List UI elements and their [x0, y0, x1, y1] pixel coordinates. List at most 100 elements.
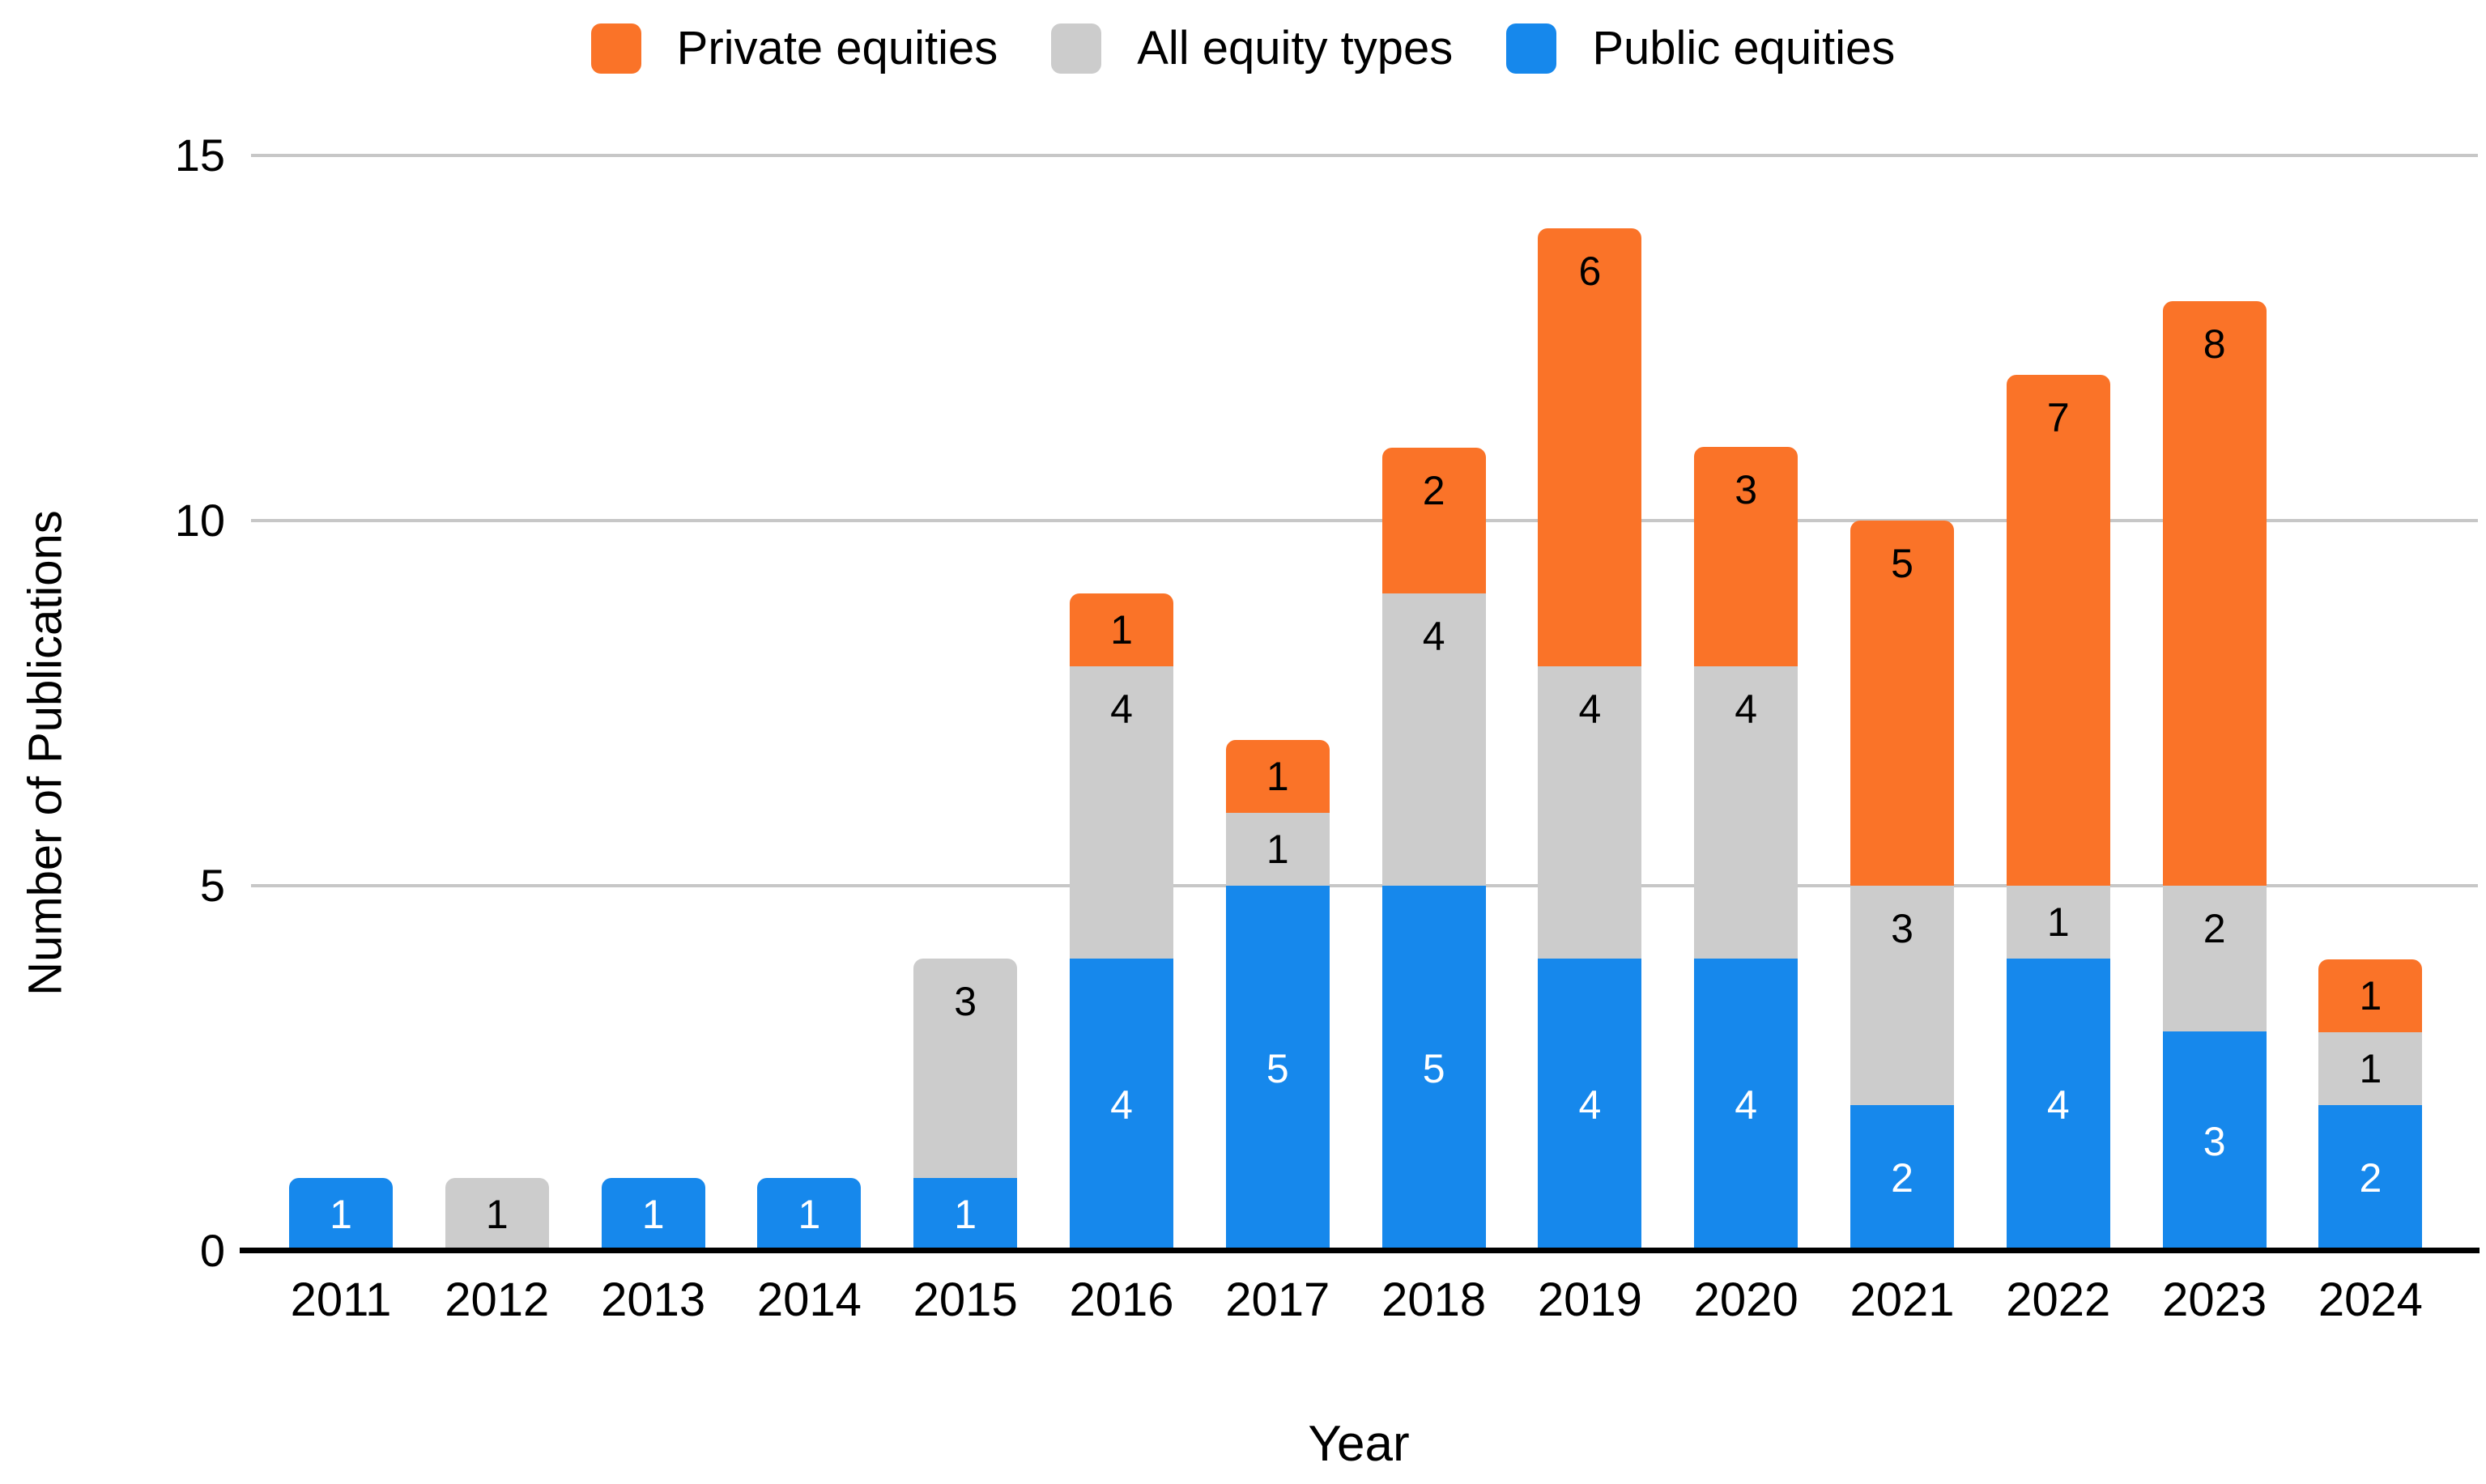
bar-segment-private-equities-2024: 1 — [2318, 959, 2423, 1032]
bar-2018: 2 4 5 — [1381, 448, 1486, 1251]
segment-value-label: 4 — [1735, 1082, 1758, 1128]
bar-segment-private-equities-2023: 8 — [2162, 301, 2267, 886]
gridline-15 — [251, 154, 2478, 157]
x-tick-label-2014: 2014 — [756, 1274, 862, 1326]
bar-2024: 1 1 2 — [2318, 959, 2423, 1251]
legend-label: Private equities — [676, 22, 998, 74]
segment-value-label: 3 — [2203, 1118, 2226, 1164]
bar-segment-all-equity-types-2019: 4 — [1538, 666, 1642, 959]
legend-item-public-equities: Public equities — [1506, 23, 1895, 74]
bar-segment-public-equities-2023: 3 — [2162, 1031, 2267, 1251]
chart-legend: Private equities All equity types Public e… — [0, 15, 2486, 83]
bar-segment-public-equities-2015: 1 — [913, 1178, 1018, 1251]
x-tick-label-2013: 2013 — [601, 1274, 706, 1326]
bar-segment-all-equity-types-2012: 1 — [445, 1178, 549, 1251]
y-tick-label-10: 10 — [174, 495, 225, 546]
bar-segment-private-equities-2016: 1 — [1070, 593, 1173, 666]
segment-value-label: 4 — [1735, 687, 1758, 732]
x-tick-label-2022: 2022 — [2006, 1274, 2111, 1326]
bar-segment-all-equity-types-2020: 4 — [1694, 666, 1799, 959]
segment-value-label: 4 — [2046, 1082, 2070, 1128]
x-tick-label-2015: 2015 — [913, 1274, 1018, 1326]
segment-value-label: 1 — [641, 1192, 665, 1237]
segment-value-label: 4 — [1110, 687, 1133, 732]
bar-segment-private-equities-2019: 6 — [1538, 228, 1642, 666]
bar-segment-public-equities-2013: 1 — [601, 1178, 705, 1251]
segment-value-label: 5 — [1891, 541, 1913, 586]
x-tick-label-2017: 2017 — [1225, 1274, 1330, 1326]
legend-item-private-equities: Private equities — [590, 22, 998, 74]
segment-value-label: 2 — [1422, 468, 1445, 513]
bar-segment-public-equities-2020: 4 — [1694, 959, 1799, 1251]
segment-value-label: 3 — [1891, 906, 1913, 951]
segment-value-label: 2 — [1891, 1155, 1913, 1201]
bar-segment-private-equities-2017: 1 — [1225, 740, 1330, 813]
bar-2019: 6 4 4 — [1538, 228, 1642, 1251]
bar-2012: 1 — [445, 1178, 549, 1251]
segment-value-label: 2 — [2359, 1155, 2382, 1201]
legend-item-all-equity-types: All equity types — [1051, 23, 1453, 74]
segment-value-label: 1 — [1266, 754, 1289, 799]
segment-value-label: 1 — [1266, 827, 1289, 872]
gridline-5 — [251, 884, 2478, 887]
segment-value-label: 3 — [1735, 467, 1758, 512]
x-tick-label-2021: 2021 — [1850, 1274, 1955, 1326]
segment-value-label: 1 — [1110, 607, 1133, 653]
bar-segment-all-equity-types-2024: 1 — [2318, 1032, 2423, 1105]
bar-segment-public-equities-2018: 5 — [1381, 886, 1486, 1251]
bar-segment-all-equity-types-2016: 4 — [1070, 666, 1173, 959]
bar-segment-all-equity-types-2018: 4 — [1381, 593, 1486, 886]
segment-value-label: 3 — [954, 979, 977, 1024]
segment-value-label: 5 — [1266, 1045, 1289, 1091]
x-tick-label-2023: 2023 — [2162, 1274, 2267, 1326]
segment-value-label: 4 — [1110, 1082, 1133, 1128]
bar-segment-all-equity-types-2023: 2 — [2162, 886, 2267, 1031]
segment-value-label: 1 — [485, 1192, 509, 1237]
bar-2016: 1 4 4 — [1070, 593, 1173, 1251]
bar-2022: 7 1 4 — [2006, 375, 2110, 1251]
legend-swatch-public-equities — [1506, 23, 1557, 74]
bar-segment-private-equities-2021: 5 — [1850, 521, 1954, 886]
segment-value-label: 7 — [2046, 395, 2070, 440]
x-tick-label-2011: 2011 — [290, 1274, 392, 1326]
bar-segment-public-equities-2016: 4 — [1070, 959, 1173, 1251]
segment-value-label: 1 — [798, 1192, 821, 1237]
y-axis-title: Number of Publications — [19, 510, 72, 996]
x-tick-label-2018: 2018 — [1381, 1274, 1487, 1326]
bar-2020: 3 4 4 — [1694, 447, 1799, 1251]
bar-segment-public-equities-2014: 1 — [757, 1178, 862, 1251]
bar-segment-all-equity-types-2017: 1 — [1225, 813, 1330, 886]
segment-value-label: 1 — [2359, 973, 2382, 1018]
y-tick-label-5: 5 — [199, 860, 225, 911]
segment-value-label: 1 — [2359, 1046, 2382, 1091]
bar-2023: 8 2 3 — [2162, 301, 2267, 1251]
x-axis-line — [240, 1248, 2480, 1253]
segment-value-label: 1 — [954, 1192, 977, 1237]
x-tick-label-2024: 2024 — [2318, 1274, 2423, 1326]
bar-segment-private-equities-2020: 3 — [1694, 447, 1799, 666]
segment-value-label: 1 — [2046, 899, 2070, 945]
x-axis-title: Year — [1308, 1416, 1410, 1472]
segment-value-label: 4 — [1578, 687, 1602, 732]
bar-segment-public-equities-2011: 1 — [289, 1178, 393, 1251]
x-tick-label-2019: 2019 — [1537, 1274, 1642, 1326]
bar-segment-all-equity-types-2015: 3 — [913, 959, 1018, 1178]
bar-segment-all-equity-types-2021: 3 — [1850, 886, 1954, 1105]
bar-2014: 1 — [757, 1178, 862, 1251]
legend-swatch-all-equity-types — [1051, 23, 1102, 74]
gridline-10 — [251, 519, 2478, 522]
bar-segment-private-equities-2018: 2 — [1381, 448, 1486, 593]
legend-swatch-private-equities — [590, 23, 641, 74]
segment-value-label: 8 — [2203, 321, 2226, 367]
segment-value-label: 5 — [1422, 1045, 1445, 1091]
y-tick-label-0: 0 — [199, 1225, 225, 1276]
bar-segment-public-equities-2022: 4 — [2006, 959, 2110, 1251]
segment-value-label: 6 — [1578, 249, 1602, 294]
x-tick-label-2012: 2012 — [445, 1274, 550, 1326]
bar-2011: 1 — [289, 1178, 393, 1251]
bar-segment-public-equities-2024: 2 — [2318, 1105, 2423, 1251]
y-tick-label-15: 15 — [174, 130, 225, 181]
bar-segment-private-equities-2022: 7 — [2006, 375, 2110, 886]
